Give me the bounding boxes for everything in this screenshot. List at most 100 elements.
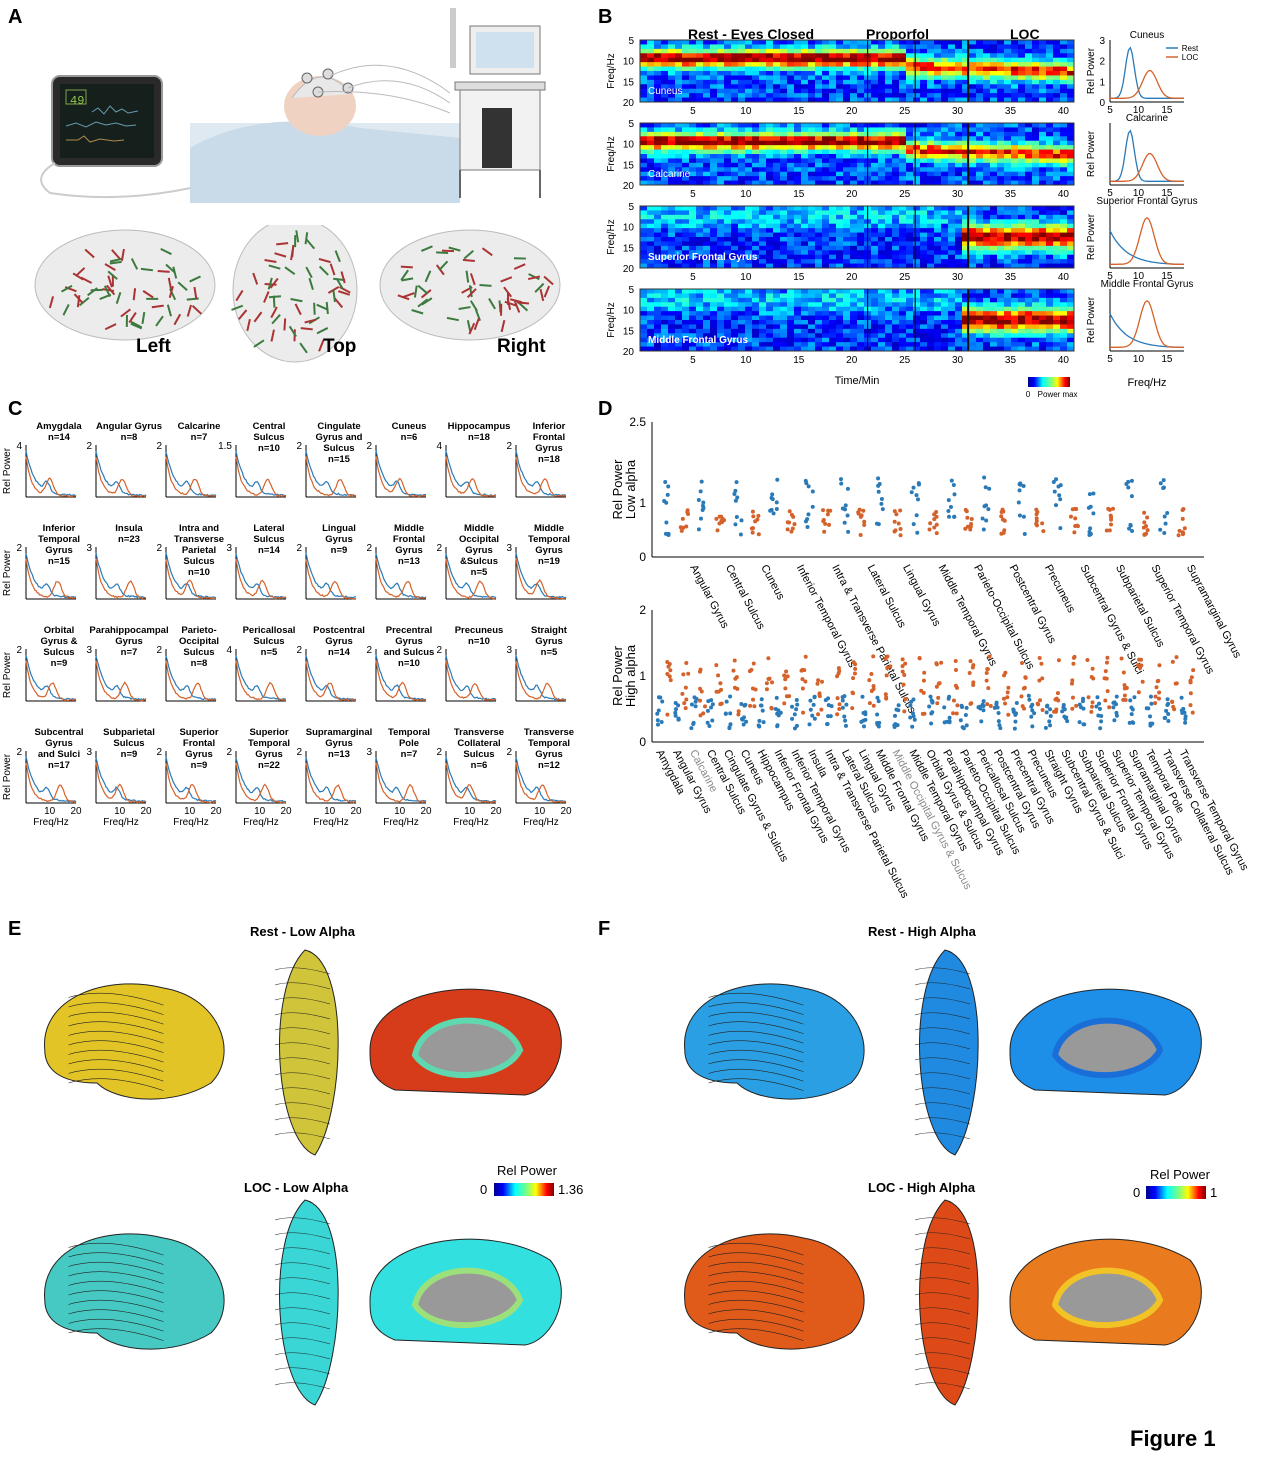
spectrogram-cell bbox=[990, 136, 998, 142]
cell-x-label: Freq/Hz bbox=[453, 817, 489, 828]
rest-point bbox=[982, 475, 987, 480]
spectrogram-cell bbox=[822, 320, 830, 325]
spectrogram-cell bbox=[675, 40, 683, 45]
spectrogram-cell bbox=[1025, 53, 1033, 59]
spectrogram-cell bbox=[738, 206, 746, 211]
spectrogram-cell bbox=[801, 131, 809, 137]
spectrogram-cell bbox=[724, 289, 732, 294]
spectrogram-cell bbox=[1039, 297, 1047, 303]
spectrogram-cell bbox=[948, 145, 956, 151]
spectrogram-cell bbox=[696, 289, 704, 294]
spectrogram-cell bbox=[843, 315, 851, 321]
rest-point bbox=[728, 722, 733, 727]
spectrogram-cell bbox=[941, 79, 949, 85]
spectrogram-cell bbox=[654, 311, 662, 317]
spectrogram-cell bbox=[1067, 149, 1075, 155]
spectrogram-cell bbox=[1060, 62, 1068, 68]
rest-point bbox=[952, 514, 957, 519]
spectrogram-cell bbox=[990, 302, 998, 308]
loc-point bbox=[751, 697, 756, 702]
spectrogram-cell bbox=[815, 245, 823, 251]
spectrogram-cell bbox=[983, 44, 991, 50]
spectrogram-cell bbox=[1067, 250, 1075, 256]
loc-point bbox=[1073, 523, 1078, 528]
spectrogram-cell bbox=[647, 311, 655, 317]
spectrogram-cell bbox=[773, 62, 781, 68]
spectrogram-cell bbox=[738, 263, 746, 269]
spectrogram-cell bbox=[773, 88, 781, 94]
spectrogram-cell bbox=[682, 210, 690, 216]
spectrogram-cell bbox=[675, 48, 683, 54]
sulcus-line bbox=[68, 1059, 164, 1072]
region-title: n=9 bbox=[331, 545, 348, 556]
spectrogram-cell bbox=[710, 342, 718, 348]
spectrogram-cell bbox=[675, 254, 683, 260]
phase-label-rest: Rest - Eyes Closed bbox=[688, 26, 815, 42]
loc-point bbox=[955, 703, 960, 708]
spectrogram-cell bbox=[1067, 97, 1075, 103]
spectrogram-cell bbox=[850, 289, 858, 294]
spectrogram-cell bbox=[689, 263, 697, 269]
spectrogram-cell bbox=[885, 71, 893, 76]
spectrogram-cell bbox=[710, 250, 718, 256]
spectrogram-cell bbox=[808, 93, 816, 99]
spectrogram-cell bbox=[1039, 315, 1047, 321]
spectrogram-cell bbox=[717, 206, 725, 211]
spectrogram-cell bbox=[892, 48, 900, 54]
rest-point bbox=[804, 481, 809, 486]
rest-point bbox=[760, 708, 765, 713]
spectrogram-cell bbox=[983, 57, 991, 63]
spectrogram-cell bbox=[738, 149, 746, 155]
spectrogram-cell bbox=[983, 75, 991, 81]
spectrogram-cell bbox=[682, 44, 690, 50]
rest-curve bbox=[375, 450, 427, 497]
spectrogram-cell bbox=[836, 167, 844, 173]
loc-point bbox=[1005, 695, 1010, 700]
spectrogram-cell bbox=[1053, 40, 1061, 45]
spectrogram-cell bbox=[682, 311, 690, 317]
spectrogram-cell bbox=[696, 88, 704, 94]
spectrogram-cell bbox=[1025, 254, 1033, 260]
spectrogram-cell bbox=[955, 48, 963, 54]
spectrogram-cell bbox=[794, 62, 802, 68]
region-title: Gyrus bbox=[255, 749, 282, 760]
spectrogram-cell bbox=[1067, 171, 1075, 177]
spectrogram-cell bbox=[773, 228, 781, 234]
spectrogram-cell bbox=[1025, 206, 1033, 211]
spectrogram-cell bbox=[682, 53, 690, 59]
loc-point bbox=[698, 686, 703, 691]
spectrogram-cell bbox=[969, 167, 977, 173]
spectrogram-cell bbox=[738, 289, 746, 294]
electrode-shaft bbox=[120, 308, 131, 318]
spectrogram-cell bbox=[731, 328, 739, 334]
spectrogram-cell bbox=[990, 311, 998, 317]
spectrogram-cell bbox=[710, 306, 718, 312]
rest-point bbox=[981, 708, 986, 713]
loc-point bbox=[1105, 655, 1110, 660]
spectrogram-cell bbox=[640, 337, 648, 343]
spectrogram-cell bbox=[703, 66, 711, 72]
spectrogram-cell bbox=[752, 237, 760, 242]
x-tick-label: 35 bbox=[1005, 106, 1017, 117]
spectrogram-cell bbox=[710, 297, 718, 303]
spectrogram-cell bbox=[766, 154, 774, 159]
power-colorbar-label: Power bbox=[1038, 390, 1061, 399]
spectrogram-cell bbox=[647, 337, 655, 343]
spectrogram-cell bbox=[1032, 57, 1040, 63]
spectrogram-cell bbox=[759, 206, 767, 211]
rest-point bbox=[1128, 698, 1133, 703]
spectrogram-cell bbox=[997, 293, 1005, 299]
rest-point bbox=[984, 518, 989, 523]
spectrogram-cell bbox=[941, 289, 949, 294]
spectrogram-cell bbox=[850, 302, 858, 308]
spectrogram-cell bbox=[962, 219, 970, 225]
spectrogram-cell bbox=[640, 250, 648, 256]
electrode-shaft bbox=[168, 285, 174, 299]
spectrogram-cell bbox=[724, 48, 732, 54]
spectrogram-cell bbox=[927, 154, 935, 159]
spectrogram-cell bbox=[731, 171, 739, 177]
spectrogram-cell bbox=[661, 245, 669, 251]
cell-x-tick: 20 bbox=[70, 806, 82, 817]
spectrogram-cell bbox=[640, 48, 648, 54]
spectrogram-cell bbox=[1039, 324, 1047, 330]
